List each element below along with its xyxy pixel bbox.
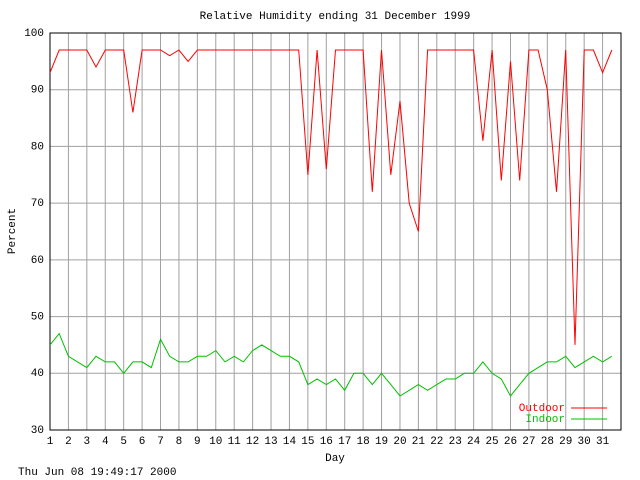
x-tick-label: 29 xyxy=(559,436,572,448)
x-tick-label: 9 xyxy=(194,436,201,448)
legend-label: Outdoor xyxy=(519,403,565,415)
x-tick-label: 13 xyxy=(264,436,277,448)
x-tick-label: 20 xyxy=(393,436,406,448)
y-axis-label: Percent xyxy=(7,208,19,254)
x-tick-label: 24 xyxy=(467,436,481,448)
y-tick-label: 30 xyxy=(31,425,44,437)
x-tick-label: 8 xyxy=(176,436,183,448)
x-tick-label: 10 xyxy=(209,436,222,448)
y-tick-label: 80 xyxy=(31,141,44,153)
y-tick-label: 70 xyxy=(31,198,44,210)
x-tick-label: 28 xyxy=(541,436,554,448)
y-tick-label: 40 xyxy=(31,368,44,380)
x-tick-label: 4 xyxy=(102,436,109,448)
y-tick-label: 50 xyxy=(31,311,44,323)
x-tick-label: 7 xyxy=(157,436,164,448)
y-tick-label: 100 xyxy=(24,28,44,40)
x-tick-label: 23 xyxy=(449,436,462,448)
timestamp: Thu Jun 08 19:49:17 2000 xyxy=(18,467,176,479)
x-tick-label: 27 xyxy=(522,436,535,448)
y-tick-label: 90 xyxy=(31,85,44,97)
y-tick-label: 60 xyxy=(31,255,44,267)
x-tick-label: 2 xyxy=(65,436,72,448)
x-tick-label: 14 xyxy=(283,436,297,448)
x-tick-label: 19 xyxy=(375,436,388,448)
data-line xyxy=(49,332,613,397)
x-tick-label: 18 xyxy=(357,436,370,448)
x-tick-label: 12 xyxy=(246,436,259,448)
x-tick-label: 1 xyxy=(47,436,54,448)
x-tick-label: 17 xyxy=(338,436,351,448)
x-tick-label: 6 xyxy=(139,436,146,448)
data-line xyxy=(49,49,613,345)
x-tick-label: 22 xyxy=(430,436,443,448)
x-tick-label: 16 xyxy=(320,436,333,448)
x-tick-label: 21 xyxy=(412,436,426,448)
x-tick-label: 25 xyxy=(485,436,498,448)
x-tick-label: 5 xyxy=(120,436,127,448)
x-tick-label: 3 xyxy=(84,436,91,448)
x-axis-label: Day xyxy=(325,453,345,465)
x-tick-label: 11 xyxy=(228,436,242,448)
x-tick-label: 30 xyxy=(578,436,591,448)
x-tick-label: 15 xyxy=(301,436,314,448)
x-tick-label: 31 xyxy=(596,436,610,448)
chart-title: Relative Humidity ending 31 December 199… xyxy=(200,11,471,23)
legend-label: Indoor xyxy=(525,414,565,426)
x-tick-label: 26 xyxy=(504,436,517,448)
plot-frame xyxy=(49,32,622,431)
